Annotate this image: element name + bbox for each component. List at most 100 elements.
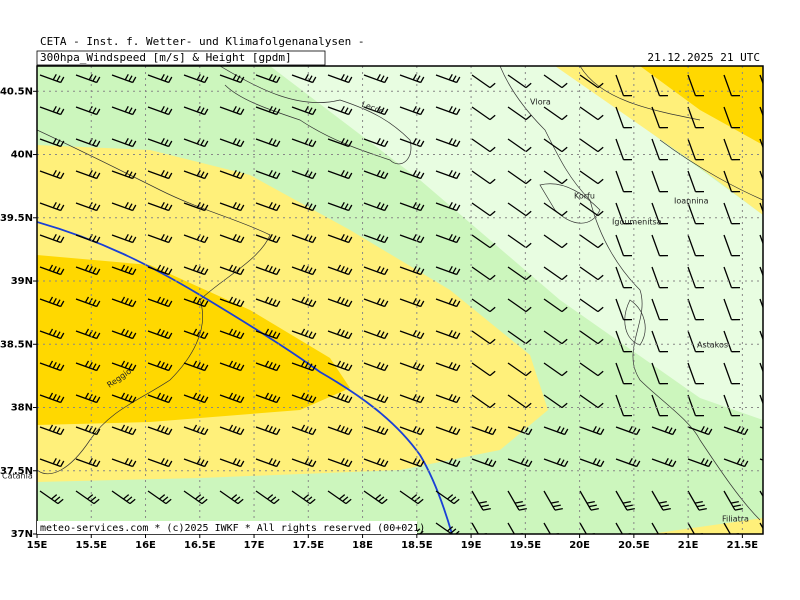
wind-barb bbox=[723, 266, 741, 289]
wind-barb bbox=[183, 201, 209, 212]
wind-barb bbox=[363, 490, 388, 505]
place-label: Vlora bbox=[530, 98, 551, 107]
wind-barb bbox=[147, 137, 173, 148]
wind-barb bbox=[687, 138, 705, 161]
wind-barb bbox=[75, 169, 101, 180]
wind-barb bbox=[147, 296, 173, 308]
wind-barb bbox=[687, 106, 705, 129]
wind-barb bbox=[435, 490, 460, 505]
wind-barb bbox=[363, 457, 389, 468]
wind-barb bbox=[219, 296, 245, 308]
wind-barb bbox=[363, 329, 389, 340]
wind-barb bbox=[579, 138, 604, 153]
wind-barb bbox=[363, 361, 389, 372]
wind-barb bbox=[471, 490, 491, 511]
wind-barb bbox=[327, 137, 353, 148]
place-label: Filiatra bbox=[722, 515, 749, 524]
wind-barb bbox=[255, 169, 281, 180]
lat-label: 40.5N bbox=[0, 86, 33, 97]
wind-barb bbox=[399, 425, 425, 436]
wind-barb bbox=[687, 234, 705, 257]
wind-barb bbox=[291, 264, 317, 276]
wind-barb bbox=[183, 137, 209, 148]
wind-barb bbox=[327, 296, 353, 308]
product: 300hpa_Windspeed [m/s] & Height [gpdm] bbox=[40, 51, 292, 64]
wind-barb bbox=[183, 392, 209, 404]
wind-barb bbox=[327, 424, 353, 436]
wind-barb bbox=[579, 425, 605, 436]
wind-barb bbox=[759, 106, 763, 118]
wind-barb bbox=[219, 490, 244, 505]
wind-barb bbox=[291, 328, 317, 340]
wind-barb bbox=[471, 202, 496, 217]
wind-barb bbox=[39, 73, 65, 84]
wind-barb bbox=[183, 360, 209, 372]
wind-barb bbox=[543, 266, 568, 281]
wind-barb bbox=[291, 233, 317, 244]
wind-barb bbox=[111, 360, 137, 372]
wind-barb bbox=[615, 425, 641, 436]
wind-barb bbox=[687, 425, 713, 436]
wind-barb bbox=[615, 330, 633, 353]
zone bbox=[37, 255, 350, 425]
wind-barb bbox=[39, 424, 65, 436]
wind-barb bbox=[543, 362, 568, 377]
wind-barb bbox=[471, 394, 496, 409]
wind-barb bbox=[399, 297, 425, 308]
wind-barb bbox=[615, 362, 633, 385]
place-label: Catania bbox=[2, 472, 33, 481]
wind-barb bbox=[219, 457, 245, 468]
wind-barb bbox=[687, 74, 705, 97]
wind-barb bbox=[759, 394, 763, 406]
wind-barb bbox=[579, 362, 604, 377]
wind-barb bbox=[579, 394, 604, 409]
wind-barb bbox=[327, 264, 353, 276]
wind-barb bbox=[651, 170, 669, 193]
wind-barb bbox=[579, 170, 604, 185]
lat-label: 38.5N bbox=[0, 339, 33, 350]
wind-barb bbox=[291, 296, 317, 308]
wind-barb bbox=[615, 138, 633, 161]
wind-barb bbox=[651, 522, 667, 534]
wind-barb bbox=[39, 105, 65, 116]
wind-barb bbox=[435, 425, 461, 436]
wind-barb bbox=[39, 360, 65, 372]
wind-barb bbox=[399, 490, 424, 505]
wind-barb bbox=[615, 522, 631, 534]
wind-barb bbox=[183, 73, 209, 84]
wind-barb bbox=[327, 201, 353, 212]
wind-barb bbox=[687, 457, 713, 468]
wind-barb bbox=[255, 201, 281, 212]
lon-label: 21E bbox=[678, 540, 699, 551]
wind-barb bbox=[471, 330, 496, 345]
wind-barb bbox=[111, 328, 137, 340]
wind-barb bbox=[111, 73, 137, 84]
wind-barb bbox=[615, 74, 633, 97]
wind-barb bbox=[615, 202, 633, 225]
wind-barb bbox=[579, 106, 604, 121]
wind-barb bbox=[327, 73, 353, 84]
wind-barb bbox=[219, 233, 245, 244]
wind-barb bbox=[759, 138, 763, 150]
wind-barb bbox=[75, 392, 101, 404]
wind-barb bbox=[759, 74, 763, 86]
lat-label: 39N bbox=[11, 276, 33, 287]
wind-barb bbox=[507, 330, 532, 345]
wind-barb bbox=[723, 330, 741, 353]
wind-barb bbox=[111, 424, 137, 436]
wind-barb bbox=[147, 233, 173, 244]
wind-barb bbox=[75, 137, 101, 148]
wind-barb bbox=[363, 137, 389, 148]
wind-barb bbox=[543, 74, 568, 89]
valid-time: 21.12.2025 21 UTC bbox=[647, 51, 760, 64]
wind-barb bbox=[507, 202, 532, 217]
wind-barb bbox=[75, 105, 101, 116]
wind-barb bbox=[291, 490, 316, 505]
wind-barb bbox=[75, 201, 101, 212]
wind-barb bbox=[435, 329, 461, 340]
wind-barb bbox=[111, 201, 137, 212]
wind-barb bbox=[39, 264, 65, 276]
wind-barb bbox=[471, 457, 497, 468]
wind-barb bbox=[111, 457, 137, 468]
